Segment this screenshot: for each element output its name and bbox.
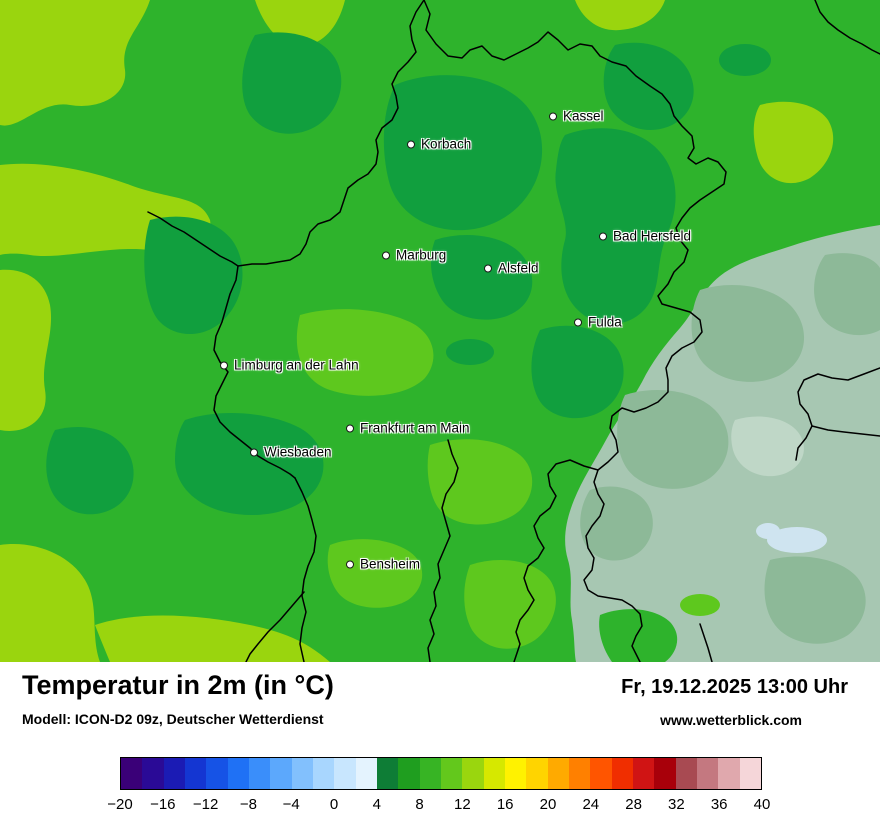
colorbar-segment bbox=[526, 758, 548, 789]
colorbar-segment bbox=[718, 758, 740, 789]
colorbar-tick-label: −12 bbox=[192, 796, 219, 813]
colorbar-tick-label: 40 bbox=[753, 796, 771, 813]
colorbar-segment bbox=[248, 758, 271, 789]
colorbar-segment bbox=[355, 758, 377, 789]
temperature-field-svg bbox=[0, 0, 880, 662]
colorbar-tick-label: 24 bbox=[582, 796, 600, 813]
colorbar-tick-label: 12 bbox=[454, 796, 471, 813]
colorbar-tick-label: 16 bbox=[496, 796, 514, 813]
colorbar-segment bbox=[739, 758, 761, 789]
colorbar-segment bbox=[675, 758, 697, 789]
colorbar-tick-label: −8 bbox=[239, 796, 257, 813]
model-info: Modell: ICON-D2 09z, Deutscher Wetterdie… bbox=[22, 711, 324, 727]
colorbar-segment bbox=[547, 758, 569, 789]
colorbar-segment bbox=[440, 758, 463, 789]
colorbar-segment bbox=[590, 758, 612, 789]
temperature-map bbox=[0, 0, 880, 662]
colorbar-tick-label: −16 bbox=[150, 796, 176, 813]
colorbar-segment bbox=[632, 758, 655, 789]
colorbar-segment bbox=[611, 758, 633, 789]
colorbar-tick-label: −4 bbox=[282, 796, 300, 813]
map-title: Temperatur in 2m (in °C) bbox=[22, 670, 334, 700]
colorbar-segment bbox=[462, 758, 484, 789]
colorbar-segment bbox=[483, 758, 505, 789]
colorbar-segment bbox=[270, 758, 292, 789]
colorbar-tick-row: −20 −16 −12 −8 −4 0 4 8 12 16 20 24 28 32 36 40 bbox=[107, 796, 770, 816]
colorbar-segment bbox=[142, 758, 164, 789]
state-borders bbox=[147, 0, 880, 662]
colorbar-tick-label: 28 bbox=[625, 796, 642, 813]
colorbar-segment bbox=[654, 758, 676, 789]
colorbar-segment bbox=[291, 758, 313, 789]
colorbar-segment bbox=[696, 758, 719, 789]
temperature-colorbar bbox=[120, 757, 762, 790]
valid-datetime: Fr, 19.12.2025 13:00 Uhr bbox=[621, 676, 848, 698]
colorbar-tick-label: 0 bbox=[329, 796, 339, 813]
colorbar-segment bbox=[227, 758, 249, 789]
colorbar-tick-label: 20 bbox=[539, 796, 557, 813]
colorbar-segment bbox=[419, 758, 441, 789]
colorbar-segment bbox=[206, 758, 228, 789]
colorbar-segment bbox=[504, 758, 527, 789]
colorbar-tick-label: 36 bbox=[710, 796, 728, 813]
colorbar-tick-label: 4 bbox=[372, 796, 381, 813]
colorbar-segment bbox=[312, 758, 335, 789]
colorbar-segment bbox=[334, 758, 356, 789]
colorbar-segment bbox=[398, 758, 420, 789]
temperature-field bbox=[0, 0, 880, 662]
colorbar-segment bbox=[121, 758, 143, 789]
colorbar-segment bbox=[163, 758, 185, 789]
colorbar-tick-label: −20 bbox=[107, 796, 133, 813]
colorbar-tick-label: 32 bbox=[668, 796, 685, 813]
colorbar-segment bbox=[376, 758, 399, 789]
colorbar-segment bbox=[184, 758, 207, 789]
colorbar-tick-label: 8 bbox=[415, 796, 424, 813]
website-link: www.wetterblick.com bbox=[660, 712, 802, 728]
colorbar-segment bbox=[568, 758, 591, 789]
